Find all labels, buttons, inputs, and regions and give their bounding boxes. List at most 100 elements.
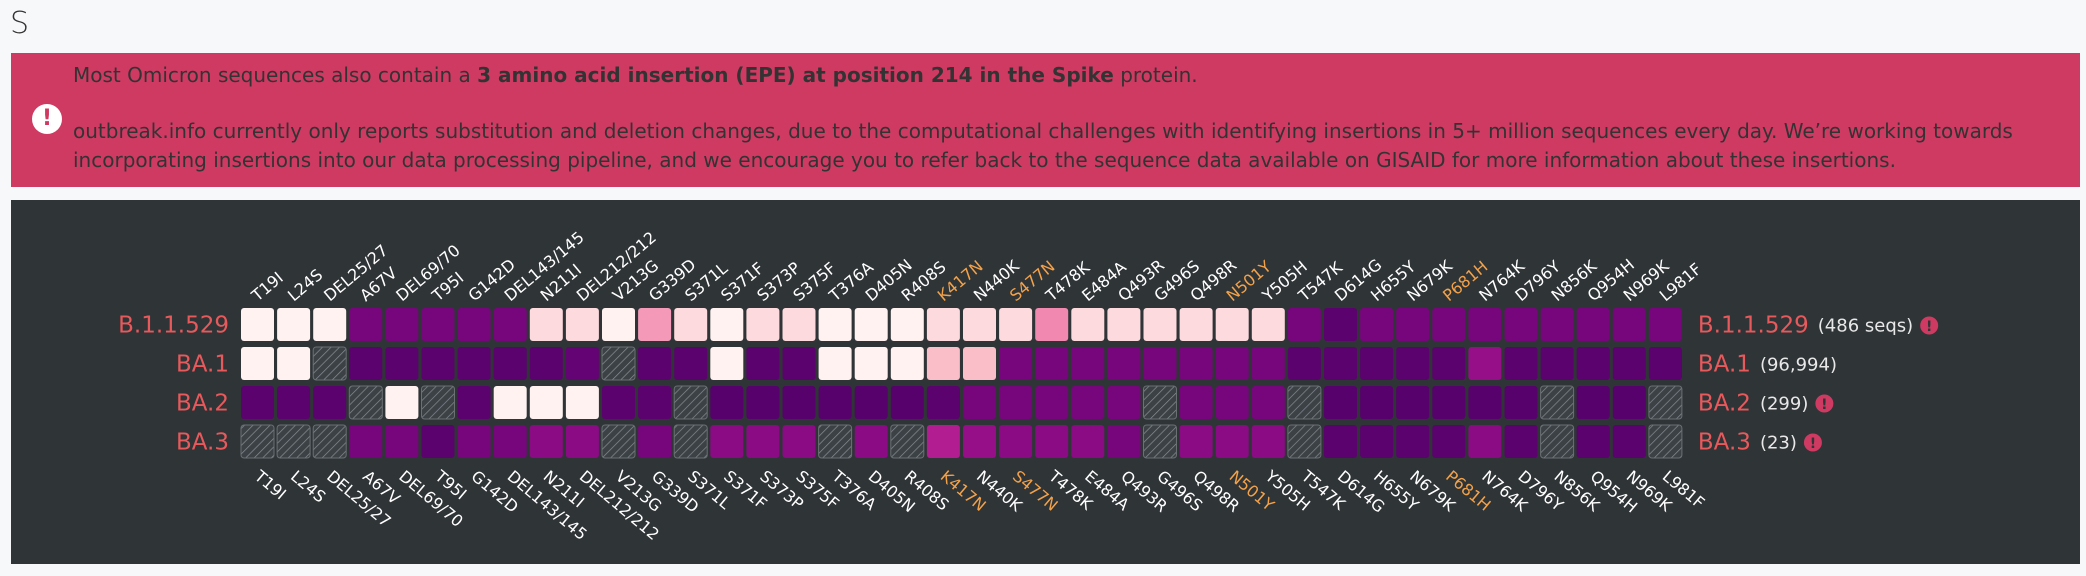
heatmap-cell[interactable] <box>565 425 599 458</box>
lineage-label-left[interactable]: B.1.1.529 <box>118 313 229 339</box>
heatmap-cell[interactable] <box>1576 347 1610 380</box>
heatmap-cell[interactable] <box>818 308 852 341</box>
heatmap-cell[interactable] <box>746 347 780 380</box>
heatmap-cell[interactable] <box>1071 308 1105 341</box>
heatmap-cell[interactable] <box>313 386 347 419</box>
heatmap-cell[interactable] <box>1504 425 1538 458</box>
heatmap-cell[interactable] <box>673 385 708 420</box>
heatmap-cell[interactable] <box>999 347 1033 380</box>
heatmap-cell[interactable] <box>999 308 1033 341</box>
warning-icon[interactable]: ! <box>1803 433 1822 453</box>
heatmap-cell[interactable] <box>1360 347 1394 380</box>
heatmap-cell[interactable] <box>673 424 708 459</box>
heatmap-cell[interactable] <box>1143 385 1177 420</box>
heatmap-cell[interactable] <box>782 347 816 380</box>
heatmap-cell[interactable] <box>638 347 672 380</box>
heatmap-cell[interactable] <box>1540 385 1575 420</box>
heatmap-cell[interactable] <box>1035 308 1069 341</box>
heatmap-cell[interactable] <box>1504 386 1538 419</box>
heatmap-cell[interactable] <box>746 386 780 419</box>
heatmap-cell[interactable] <box>421 425 455 458</box>
heatmap-cell[interactable] <box>1648 385 1683 420</box>
heatmap-cell[interactable] <box>1107 386 1141 419</box>
heatmap-cell[interactable] <box>854 386 888 419</box>
heatmap-cell[interactable] <box>1432 425 1466 458</box>
heatmap-cell[interactable] <box>1287 424 1322 459</box>
heatmap-cell[interactable] <box>1035 347 1069 380</box>
heatmap-cell[interactable] <box>926 386 960 419</box>
heatmap-cell[interactable] <box>999 386 1033 419</box>
heatmap-cell[interactable] <box>1396 347 1430 380</box>
lineage-label-left[interactable]: BA.3 <box>176 430 229 456</box>
warning-icon[interactable]: ! <box>1815 394 1834 414</box>
heatmap-cell[interactable] <box>1396 386 1430 419</box>
heatmap-cell[interactable] <box>1504 347 1538 380</box>
heatmap-cell[interactable] <box>1143 347 1177 380</box>
heatmap-cell[interactable] <box>493 386 527 419</box>
heatmap-cell[interactable] <box>240 424 275 459</box>
heatmap-cell[interactable] <box>746 308 780 341</box>
heatmap-cell[interactable] <box>565 386 599 419</box>
heatmap-cell[interactable] <box>493 425 527 458</box>
heatmap-cell[interactable] <box>602 386 635 419</box>
heatmap-cell[interactable] <box>601 424 636 459</box>
heatmap-cell[interactable] <box>710 425 744 458</box>
heatmap-cell[interactable] <box>1468 386 1502 419</box>
heatmap-cell[interactable] <box>1396 308 1430 341</box>
heatmap-cell[interactable] <box>926 308 960 341</box>
heatmap-cell[interactable] <box>638 308 672 341</box>
heatmap-cell[interactable] <box>854 347 888 380</box>
heatmap-cell[interactable] <box>890 386 924 419</box>
heatmap-cell[interactable] <box>890 308 924 341</box>
heatmap-cell[interactable] <box>1576 308 1610 341</box>
heatmap-cell[interactable] <box>493 308 527 341</box>
heatmap-cell[interactable] <box>674 347 708 380</box>
heatmap-cell[interactable] <box>1215 347 1249 380</box>
heatmap-cell[interactable] <box>963 386 996 419</box>
heatmap-cell[interactable] <box>1287 308 1321 341</box>
heatmap-cell[interactable] <box>1071 347 1105 380</box>
heatmap-cell[interactable] <box>277 347 311 380</box>
heatmap-cell[interactable] <box>1540 424 1575 459</box>
heatmap-cell[interactable] <box>1215 386 1249 419</box>
heatmap-cell[interactable] <box>1396 425 1430 458</box>
heatmap-cell[interactable] <box>565 308 599 341</box>
heatmap-cell[interactable] <box>890 347 924 380</box>
heatmap-cell[interactable] <box>1287 385 1322 420</box>
heatmap-cell[interactable] <box>1287 347 1321 380</box>
heatmap-cell[interactable] <box>710 386 744 419</box>
heatmap-cell[interactable] <box>782 386 816 419</box>
heatmap-cell[interactable] <box>782 308 816 341</box>
heatmap-cell[interactable] <box>1143 424 1177 459</box>
heatmap-cell[interactable] <box>1179 347 1213 380</box>
heatmap-cell[interactable] <box>1468 308 1502 341</box>
heatmap-cell[interactable] <box>963 347 996 380</box>
heatmap-cell[interactable] <box>1324 308 1357 341</box>
heatmap-cell[interactable] <box>493 347 527 380</box>
heatmap-cell[interactable] <box>1179 425 1213 458</box>
heatmap-cell[interactable] <box>457 425 491 458</box>
heatmap-cell[interactable] <box>1035 425 1069 458</box>
heatmap-cell[interactable] <box>385 347 419 380</box>
heatmap-cell[interactable] <box>1107 347 1141 380</box>
lineage-label-right[interactable]: BA.3 <box>1698 430 1751 456</box>
heatmap-cell[interactable] <box>1468 347 1502 380</box>
lineage-label-right[interactable]: B.1.1.529 <box>1698 313 1809 339</box>
heatmap-cell[interactable] <box>457 347 491 380</box>
heatmap-cell[interactable] <box>1071 425 1105 458</box>
lineage-label-right[interactable]: BA.1 <box>1698 352 1751 378</box>
heatmap-cell[interactable] <box>1432 308 1466 341</box>
heatmap-cell[interactable] <box>277 386 311 419</box>
heatmap-cell[interactable] <box>602 308 635 341</box>
heatmap-cell[interactable] <box>457 308 491 341</box>
heatmap-cell[interactable] <box>349 425 383 458</box>
heatmap-cell[interactable] <box>276 424 311 459</box>
heatmap-cell[interactable] <box>746 425 780 458</box>
heatmap-cell[interactable] <box>1179 308 1213 341</box>
heatmap-cell[interactable] <box>1576 425 1610 458</box>
heatmap-cell[interactable] <box>1612 425 1646 458</box>
heatmap-cell[interactable] <box>529 386 563 419</box>
heatmap-cell[interactable] <box>710 347 744 380</box>
heatmap-cell[interactable] <box>1504 308 1538 341</box>
heatmap-cell[interactable] <box>1179 386 1213 419</box>
